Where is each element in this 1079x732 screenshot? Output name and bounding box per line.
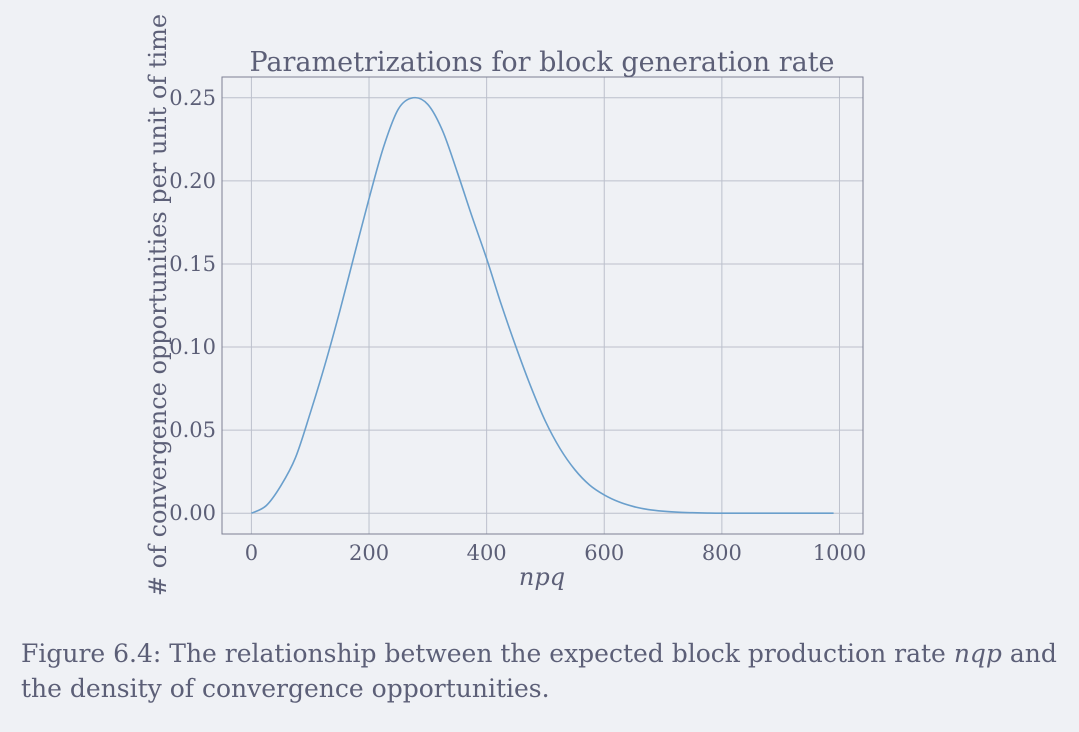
y-axis-ticks: 0.00 0.05 0.10 0.15 0.20 0.25 xyxy=(169,86,216,525)
series-line xyxy=(251,96,834,515)
x-axis-ticks: 0 200 400 600 800 1000 xyxy=(245,541,866,565)
caption-suffix: and the density of convergence opportuni… xyxy=(21,639,1057,703)
x-tick-label: 800 xyxy=(702,541,742,565)
chart-figure: 0 200 400 600 800 1000 0.000.050.100.150.200.… xyxy=(144,14,866,596)
y-tick-label: 0.10 xyxy=(169,335,216,359)
plot-frame xyxy=(221,76,864,535)
figure-caption: Figure 6.4: The relationship between the… xyxy=(21,636,1066,706)
caption-prefix: Figure 6.4: The relationship between the… xyxy=(21,639,954,668)
y-tick-label: 0.20 xyxy=(169,169,216,193)
x-tick-label: 600 xyxy=(584,541,624,565)
y-tick-label: 0.25 xyxy=(169,86,216,110)
x-tick-label: 0 xyxy=(245,541,258,565)
x-tick-label: 1000 xyxy=(813,541,866,565)
x-tick-label: 400 xyxy=(467,541,507,565)
y-axis-label: # of convergence opportunities per unit … xyxy=(144,14,172,596)
chart-grid xyxy=(222,77,863,534)
chart-title: Parametrizations for block generation ra… xyxy=(249,47,834,78)
x-tick-label: 200 xyxy=(349,541,389,565)
y-tick-label: 0.05 xyxy=(169,418,216,442)
y-tick-label: 0.15 xyxy=(169,252,216,276)
caption-math: nqp xyxy=(953,639,1002,668)
y-tick-label: 0.00 xyxy=(169,501,216,525)
x-axis-label: npq xyxy=(519,563,565,591)
